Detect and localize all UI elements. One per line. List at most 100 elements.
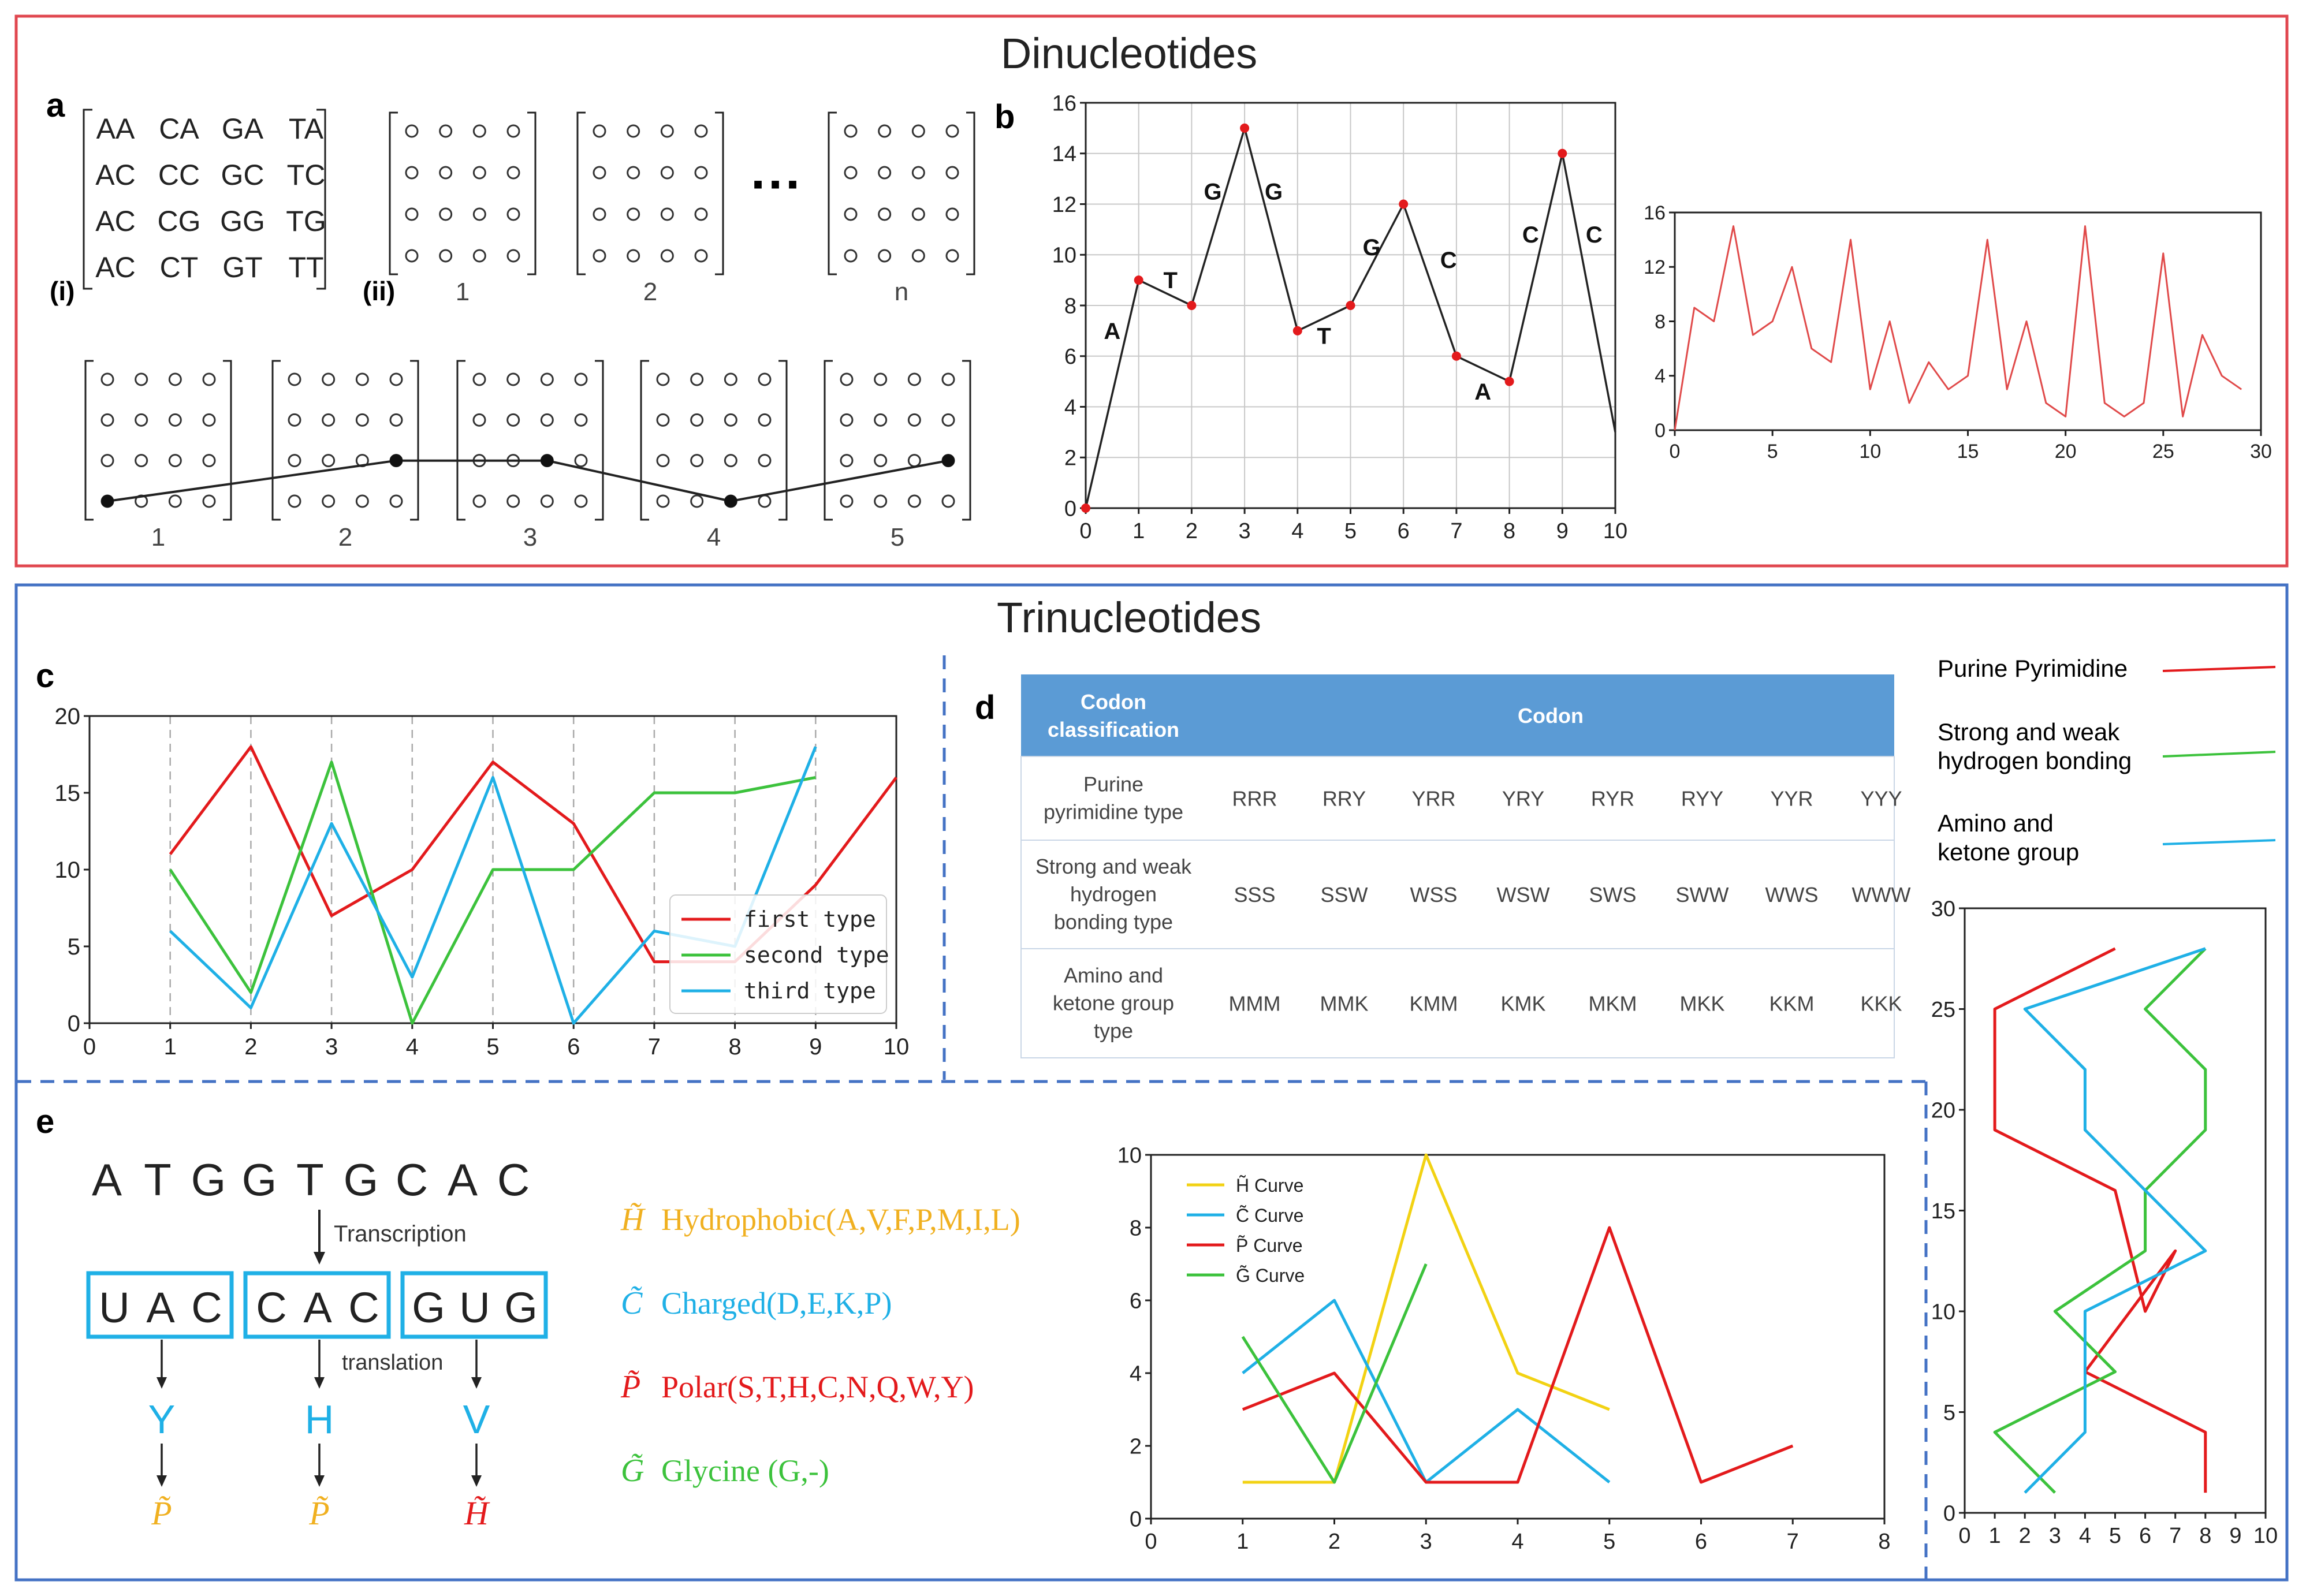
- x-tick-label: 6: [1695, 1530, 1707, 1554]
- table-codon-cell: YYY: [1860, 787, 1902, 811]
- amino-acid: V: [463, 1397, 490, 1442]
- matrix-dot: [656, 413, 670, 427]
- matrix-dot: [690, 454, 704, 468]
- chart-c: 0 1 2 3 4 5 6 7 8 9 10 0 5 10 15 20 first type second typ…: [55, 704, 910, 1060]
- matrix-dot: [945, 249, 959, 263]
- x-tick-label: 0: [1670, 441, 1681, 463]
- class-definition: Glycine (G,-): [661, 1453, 829, 1488]
- matrix-dot: [941, 494, 955, 508]
- base-label: A: [1474, 379, 1491, 405]
- x-tick-label: 4: [2079, 1524, 2091, 1548]
- matrix-i-cell: CG: [158, 205, 201, 237]
- matrix-dot: [472, 413, 486, 427]
- matrix-dot: [202, 454, 216, 468]
- codon-box: [243, 1271, 391, 1339]
- matrix-dot: [574, 454, 588, 468]
- class-definition: Polar(S,T,H,C,N,Q,W,Y): [661, 1370, 974, 1404]
- y-tick-label: 8: [1655, 311, 1666, 333]
- matrix-right-bracket: [527, 111, 537, 275]
- matrix-dot: [288, 413, 301, 427]
- y-tick-label: 8: [1064, 294, 1076, 318]
- x-tick-label: 7: [2169, 1524, 2181, 1548]
- matrix-dot: [878, 124, 892, 138]
- matrix-dot: [405, 166, 419, 180]
- matrix-i-cells: AA CA GA TA AC CC GC TC AC CG GG TG AC CT GT TT: [95, 113, 326, 284]
- matrix-dot: [690, 413, 704, 427]
- panel-label-d: d: [975, 689, 995, 726]
- matrix-dot: [472, 249, 486, 263]
- legend-right-purine: Purine Pyrimidine: [1938, 655, 2128, 682]
- matrix-dot: [355, 413, 369, 427]
- legend-right-amino-l1: Amino and: [1938, 810, 2054, 837]
- x-tick-label: 1: [1236, 1530, 1249, 1554]
- matrix-dot: [627, 166, 640, 180]
- amino-acid: H: [305, 1397, 334, 1442]
- matrix-i-cell: GT: [222, 251, 262, 284]
- matrix-dot: [941, 372, 955, 386]
- matrix-number: 1: [456, 278, 470, 306]
- base-label: G: [1265, 180, 1283, 205]
- codon-letter: G: [412, 1284, 445, 1332]
- matrix-ii-3: [828, 111, 975, 275]
- matrix-dot: [135, 413, 148, 427]
- matrix-dot: [506, 413, 520, 427]
- matrix-dot: [907, 454, 921, 468]
- matrix-dot: [439, 166, 453, 180]
- table-header-bg: [1021, 674, 1894, 756]
- matrix-dot: [840, 494, 854, 508]
- table-codon-cell: WSW: [1497, 883, 1550, 907]
- matrix-right-bracket: [223, 360, 232, 521]
- translation-arrowhead: [314, 1377, 325, 1389]
- matrix-i-cell: AC: [95, 159, 135, 191]
- matrix-dot: [660, 249, 674, 263]
- matrix-number: 2: [643, 278, 657, 306]
- matrix-dot: [907, 494, 921, 508]
- x-tick-label: 10: [2253, 1524, 2278, 1548]
- matrix-left-bracket: [640, 360, 649, 521]
- matrix-ii-label: (ii): [363, 276, 395, 306]
- x-tick-label: 10: [1603, 519, 1627, 543]
- series-line: [1242, 1226, 1794, 1484]
- matrix-dot: [100, 372, 114, 386]
- path-matrix-number: 2: [338, 523, 352, 551]
- matrix-dot: [288, 454, 301, 468]
- table-codon-cell: SWW: [1676, 883, 1729, 907]
- matrix-dot: [202, 413, 216, 427]
- path-node: [390, 454, 403, 467]
- x-tick-label: 3: [1239, 519, 1251, 543]
- legend-label: G̃ Curve: [1236, 1265, 1305, 1286]
- x-tick-label: 1: [1132, 519, 1145, 543]
- matrix-dot: [389, 494, 403, 508]
- table-codon-cell: YRR: [1411, 787, 1455, 811]
- matrix-left-bracket: [576, 111, 586, 275]
- chart-e-legend: H̃ Curve C̃ Curve P̃ Curve G̃ Curve: [1187, 1175, 1305, 1286]
- panel-label-b: b: [994, 98, 1015, 136]
- x-tick-label: 0: [83, 1034, 96, 1060]
- table-codon-cell: SSS: [1234, 883, 1275, 907]
- matrix-dot: [758, 494, 772, 508]
- matrix-dot: [322, 372, 336, 386]
- x-tick-label: 8: [2199, 1524, 2211, 1548]
- table-codon-cell: KMM: [1410, 992, 1458, 1016]
- codon-letter: A: [146, 1284, 175, 1332]
- y-tick-label: 8: [1130, 1216, 1142, 1240]
- matrix-dot: [202, 372, 216, 386]
- matrix-dot: [694, 249, 708, 263]
- series-line: [1993, 948, 2207, 1494]
- dna-letter: G: [242, 1154, 277, 1205]
- matrix-left-bracket: [271, 360, 281, 521]
- legend-box: [669, 894, 887, 1014]
- y-tick-label: 25: [1931, 998, 1955, 1022]
- matrix-i-label: (i): [50, 276, 74, 306]
- matrix-dot: [694, 166, 708, 180]
- x-tick-label: 7: [1787, 1530, 1799, 1554]
- matrix-i-cell: AA: [96, 113, 135, 145]
- x-tick-label: 1: [1989, 1524, 2001, 1548]
- y-tick-label: 6: [1130, 1289, 1142, 1313]
- dinucleotides-frame: [14, 14, 2289, 568]
- base-label: C: [1440, 248, 1457, 273]
- x-tick-label: 4: [1291, 519, 1303, 543]
- x-tick-label: 1: [164, 1034, 177, 1060]
- legend-label: first type: [744, 907, 876, 932]
- class-definition: Hydrophobic(A,V,F,P,M,I,L): [661, 1202, 1020, 1237]
